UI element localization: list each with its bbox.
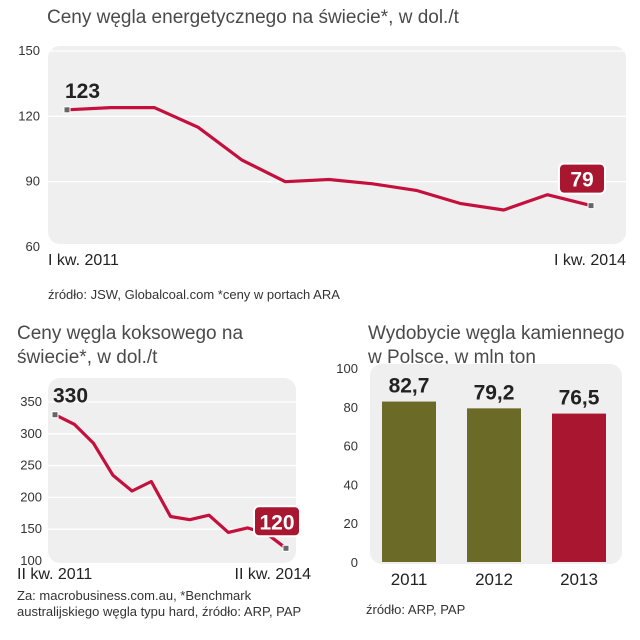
chart2-y-tick: 250: [20, 458, 42, 473]
chart2-data-point: [207, 514, 211, 517]
chart2-data-point: [169, 515, 172, 518]
chart1-data-point: [284, 180, 287, 183]
chart2-y-tick: 100: [20, 553, 42, 568]
chart2-plot-area: [48, 378, 296, 563]
chart3-title: Wydobycie węgla kamiennego w Polsce, w m…: [368, 323, 625, 368]
chart1-svg: 60 90 120 150 123 79 I kw. 2011 I kw. 2014: [18, 43, 626, 269]
chart3-y-tick: 80: [344, 400, 358, 415]
chart3-svg: 0 20 40 60 80 100 82,7 2011 79,2 2012 76,5 2013: [336, 362, 622, 589]
chart3-category-label: 2013: [560, 570, 598, 589]
chart2-title: Ceny węgla koksowego na świecie*, w dol.…: [17, 323, 244, 368]
chart3-source: źródło: ARP, PAP: [366, 602, 466, 617]
chart2-x-label-start: II kw. 2011: [17, 566, 92, 583]
chart2-last-value-badge: 120: [253, 505, 301, 538]
chart2-y-tick: 350: [20, 394, 42, 409]
chart1-y-tick: 150: [18, 43, 40, 58]
chart3-bar: [552, 413, 606, 562]
chart2-data-point: [188, 518, 191, 521]
chart1-data-point: [371, 182, 374, 186]
chart2-data-point: [227, 531, 230, 534]
chart2-data-point: [246, 526, 249, 530]
chart1-data-point: [109, 106, 112, 109]
chart3-bar: [467, 408, 521, 562]
chart1-data-point: [458, 202, 462, 205]
chart1-x-label-start: I kw. 2011: [48, 252, 119, 269]
chart1-data-point: [327, 178, 331, 181]
chart1-source: źródło: JSW, Globalcoal.com *ceny w port…: [48, 287, 340, 302]
chart1-data-point: [415, 189, 418, 192]
chart2-end-marker: [51, 411, 59, 419]
chart1-y-tick: 60: [26, 239, 40, 254]
chart3-bar: [382, 401, 436, 562]
chart2-end-marker: [282, 544, 290, 552]
chart1-end-marker: [63, 106, 71, 114]
chart1-last-value-badge: 79: [558, 162, 606, 195]
chart1-data-point: [546, 193, 549, 196]
chart2-data-point: [130, 489, 134, 493]
chart3-y-tick: 0: [351, 555, 358, 570]
chart3-value-label: 79,2: [474, 381, 515, 404]
chart1-plot-area: [48, 46, 626, 244]
chart3-y-tick: 40: [344, 477, 358, 492]
chart3-y-tick: 100: [336, 362, 358, 376]
chart2-x-label-end: II kw. 2014: [235, 566, 312, 583]
chart2-data-point: [92, 442, 95, 445]
chart1-first-value: 123: [65, 80, 100, 103]
chart1-y-tick: 90: [26, 174, 40, 189]
chart1-last-value: 79: [570, 169, 593, 192]
chart1-data-point: [153, 106, 156, 109]
chart2-first-value: 330: [53, 385, 88, 408]
chart1-title: Ceny węgla energetycznego na świecie*, w…: [47, 7, 459, 28]
chart3-category-label: 2011: [391, 570, 428, 589]
chart2-y-tick: 200: [20, 489, 42, 504]
chart3-y-tick: 60: [344, 439, 358, 454]
chart2-y-tick: 300: [20, 426, 42, 441]
chart2-data-point: [111, 473, 114, 477]
chart1-data-point: [502, 208, 505, 212]
chart1-y-tick: 120: [18, 108, 40, 123]
chart2-source: Za: macrobusiness.com.au, *Benchmark aus…: [17, 588, 302, 619]
chart1-data-point: [240, 158, 243, 162]
chart3-value-label: 82,7: [389, 375, 430, 398]
chart2-data-point: [73, 423, 76, 426]
chart3-y-tick: 20: [344, 516, 358, 531]
chart1-x-label-end: I kw. 2014: [554, 252, 626, 269]
chart3-category-label: 2012: [475, 570, 513, 589]
chart2-last-value: 120: [259, 511, 294, 534]
chart2-svg: 100 150 200 250 300 350 330 120 II kw. 2011 I…: [17, 378, 312, 583]
chart2-y-tick: 150: [20, 521, 42, 536]
chart1-end-marker: [587, 202, 595, 210]
chart3-value-label: 76,5: [559, 387, 600, 410]
chart2-data-point: [150, 480, 153, 483]
chart1-data-point: [196, 126, 200, 129]
